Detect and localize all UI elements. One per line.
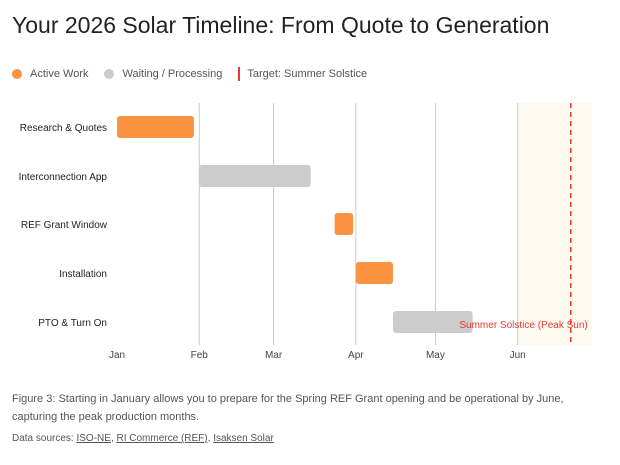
highlight-region (517, 103, 592, 345)
chart-title: Your 2026 Solar Timeline: From Quote to … (12, 12, 550, 38)
red-line-icon (238, 67, 241, 81)
source-link-iso-ne[interactable]: ISO-NE (76, 433, 111, 444)
orange-dot-icon (12, 69, 22, 79)
task-bar (117, 116, 194, 138)
data-sources: Data sources: ISO-NE, RI Commerce (REF),… (12, 433, 274, 444)
legend-item-target: Target: Summer Solstice (238, 67, 367, 81)
x-tick-label: May (426, 350, 445, 361)
task-label: PTO & Turn On (38, 318, 107, 329)
task-bar (392, 311, 473, 333)
legend-item-active: Active Work (12, 68, 88, 80)
figure-caption: Figure 3: Starting in January allows you… (12, 393, 564, 423)
target-line-label: Summer Solstice (Peak Sun) (459, 320, 587, 331)
task-label: Interconnection App (19, 172, 108, 183)
gray-dot-icon (104, 69, 115, 79)
legend-label: Active Work (30, 68, 89, 80)
legend-item-waiting: Waiting / Processing (104, 68, 222, 80)
x-tick-label: Feb (191, 350, 209, 361)
x-tick-label: Apr (348, 350, 364, 361)
x-tick-label: Jan (109, 350, 125, 361)
legend-label: Waiting / Processing (122, 68, 223, 80)
source-link-ri-commerce[interactable]: RI Commerce (REF) (116, 433, 208, 444)
x-tick-label: Mar (265, 350, 283, 361)
sources-prefix: Data sources: (12, 433, 77, 444)
source-link-isaksen-solar[interactable]: Isaksen Solar (213, 433, 274, 444)
task-bar (355, 262, 393, 284)
task-bar (334, 213, 354, 235)
task-label: Research & Quotes (20, 123, 107, 134)
task-label: REF Grant Window (21, 220, 108, 231)
gantt-chart: Jan Feb Mar Apr May Jun Research & Quotes Inter… (19, 103, 592, 361)
legend-label: Target: Summer Solstice (247, 68, 368, 80)
legend: Active Work Waiting / Processing Target:… (12, 67, 383, 81)
task-label: Installation (59, 269, 107, 280)
x-tick-label: Jun (510, 350, 526, 361)
task-bar (199, 165, 311, 187)
